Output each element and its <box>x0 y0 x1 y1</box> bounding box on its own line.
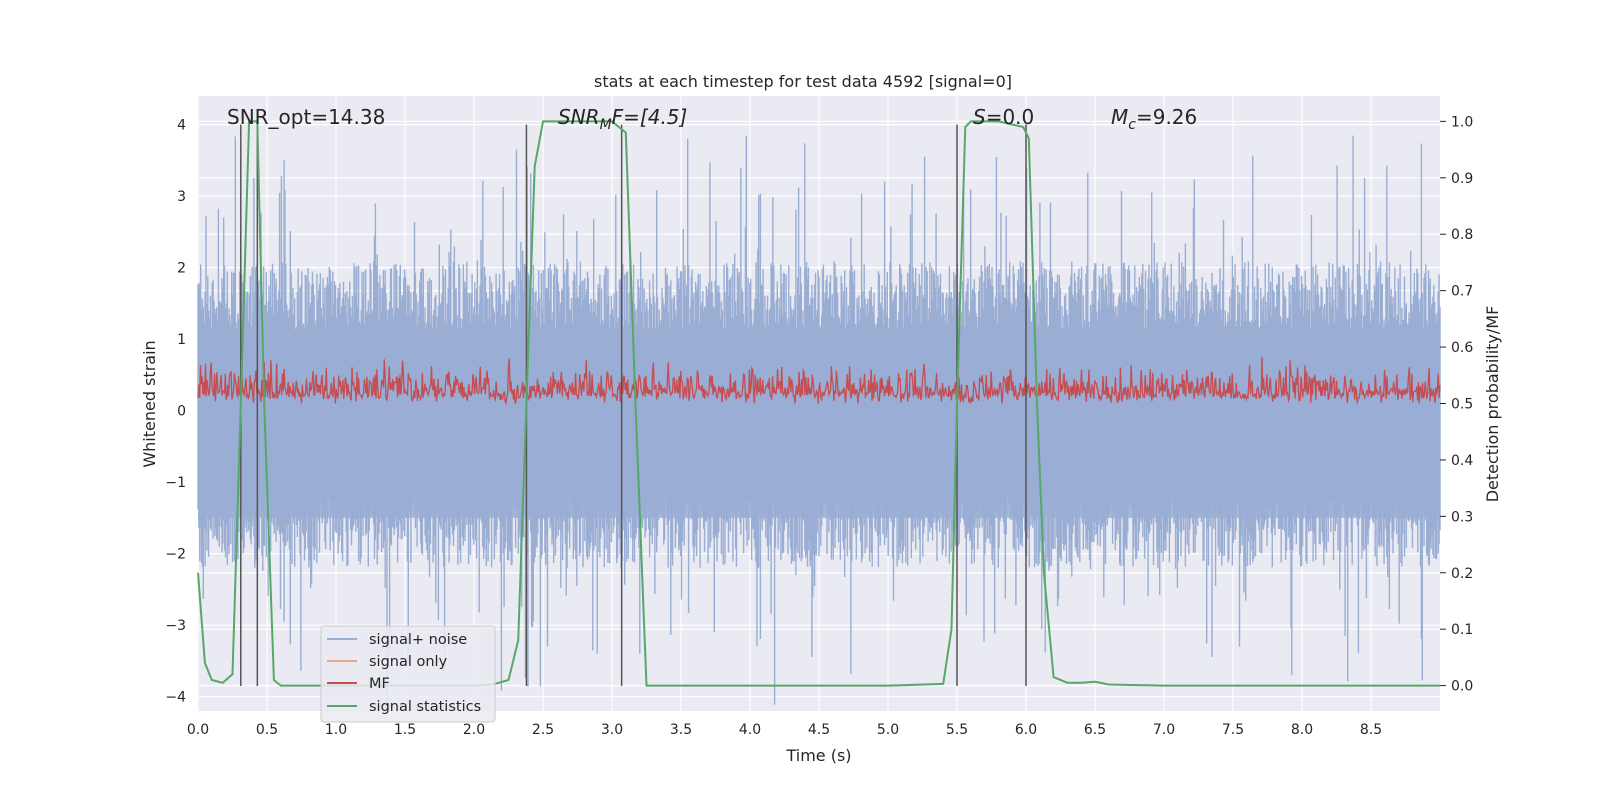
y-tick-label-right: 1.0 <box>1451 114 1473 130</box>
x-tick-label: 2.5 <box>532 722 554 738</box>
legend-box <box>320 625 496 723</box>
x-tick-label: 4.5 <box>808 722 830 738</box>
x-tick-label: 1.5 <box>394 722 416 738</box>
tick-labels: 0.0 0.5 1.0 1.5 2.0 2.5 3.0 3.5 4.0 4.5 5.0 5.5 6.0 6… <box>165 114 1473 738</box>
x-tick-label: 2.0 <box>463 722 485 738</box>
y-tick-label-right: 0.2 <box>1451 566 1473 582</box>
x-tick-label: 0.5 <box>256 722 278 738</box>
x-tick-label: 1.0 <box>325 722 347 738</box>
x-tick-label: 7.0 <box>1153 722 1175 738</box>
signal-statistics-line <box>197 120 1440 687</box>
y-tick-label-right: 0.5 <box>1451 397 1473 413</box>
x-tick-label: 8.0 <box>1291 722 1313 738</box>
annotation-snr-opt: SNR_opt=14.38 <box>227 105 385 129</box>
y-axis-label-right: Detection probability/MF <box>1483 306 1502 503</box>
x-tick-label: 6.0 <box>1015 722 1037 738</box>
annotation-snr-mf: SNRMF=[4.5] <box>558 105 687 133</box>
y-tick-label-right: 0.7 <box>1451 284 1473 300</box>
y-tick-label-left: −1 <box>165 475 186 491</box>
x-tick-label: 8.5 <box>1360 722 1382 738</box>
legend-label-signal-statistics: signal statistics <box>369 699 481 715</box>
x-axis-label: Time (s) <box>785 746 851 765</box>
x-tick-label: 0.0 <box>187 722 209 738</box>
y-tick-label-left: −4 <box>165 690 186 706</box>
y-tick-label-left: 0 <box>177 404 186 420</box>
signal-noise-core <box>198 339 1440 518</box>
mf-trace <box>197 356 1441 405</box>
legend: signal+ noise signal only MF signal stat… <box>320 625 496 723</box>
x-tick-label: 5.5 <box>946 722 968 738</box>
annotation-mc: Mc=9.26 <box>1111 105 1197 133</box>
x-tick-label: 4.0 <box>739 722 761 738</box>
annotation-s: S=0.0 <box>973 105 1034 129</box>
y-axis-label-left: Whitened strain <box>140 340 159 467</box>
y-tick-label-right: 0.8 <box>1451 227 1473 243</box>
x-tick-label: 5.0 <box>877 722 899 738</box>
x-tick-label: 3.0 <box>601 722 623 738</box>
y-tick-label-left: −3 <box>165 618 186 634</box>
y-tick-label-right: 0.3 <box>1451 509 1473 525</box>
y-tick-label-left: 2 <box>177 261 186 277</box>
signal-statistics-series <box>197 120 1440 687</box>
x-tick-label: 6.5 <box>1084 722 1106 738</box>
y-tick-label-left: 3 <box>177 189 186 205</box>
y-tick-label-right: 0.0 <box>1451 679 1473 695</box>
chart-title: stats at each timestep for test data 459… <box>594 72 1012 91</box>
y-tick-label-left: 4 <box>177 118 186 134</box>
legend-label-signal-only: signal only <box>369 654 448 670</box>
y-tick-label-right: 0.9 <box>1451 171 1473 187</box>
y-tick-label-left: 1 <box>177 332 186 348</box>
legend-label-signal-noise: signal+ noise <box>369 632 467 648</box>
legend-label-mf: MF <box>369 676 390 692</box>
x-tick-label: 3.5 <box>670 722 692 738</box>
mf-series <box>197 356 1441 405</box>
y-tick-label-right: 0.1 <box>1451 622 1473 638</box>
signal-noise-series <box>197 135 1441 707</box>
x-tick-label: 7.5 <box>1222 722 1244 738</box>
y-tick-label-right: 0.6 <box>1451 340 1473 356</box>
y-tick-label-right: 0.4 <box>1451 453 1473 469</box>
y-tick-label-left: −2 <box>165 547 186 563</box>
